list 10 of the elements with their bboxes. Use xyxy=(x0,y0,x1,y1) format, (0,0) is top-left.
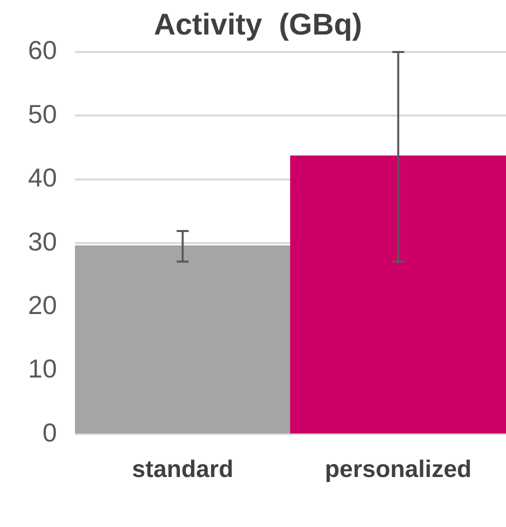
y-tick-label: 40 xyxy=(28,162,57,193)
chart-title: Activity (GBq) xyxy=(154,8,362,42)
y-tick-label: 10 xyxy=(28,354,57,384)
y-tick-label: 20 xyxy=(28,290,57,320)
y-tick-label: 60 xyxy=(28,35,57,66)
y-tick-label: 50 xyxy=(28,98,57,129)
y-tick-label: 30 xyxy=(28,226,57,256)
y-tick-label: 0 xyxy=(42,417,57,448)
x-tick-label: standard xyxy=(132,456,234,484)
x-tick-label: personalized xyxy=(324,456,472,484)
